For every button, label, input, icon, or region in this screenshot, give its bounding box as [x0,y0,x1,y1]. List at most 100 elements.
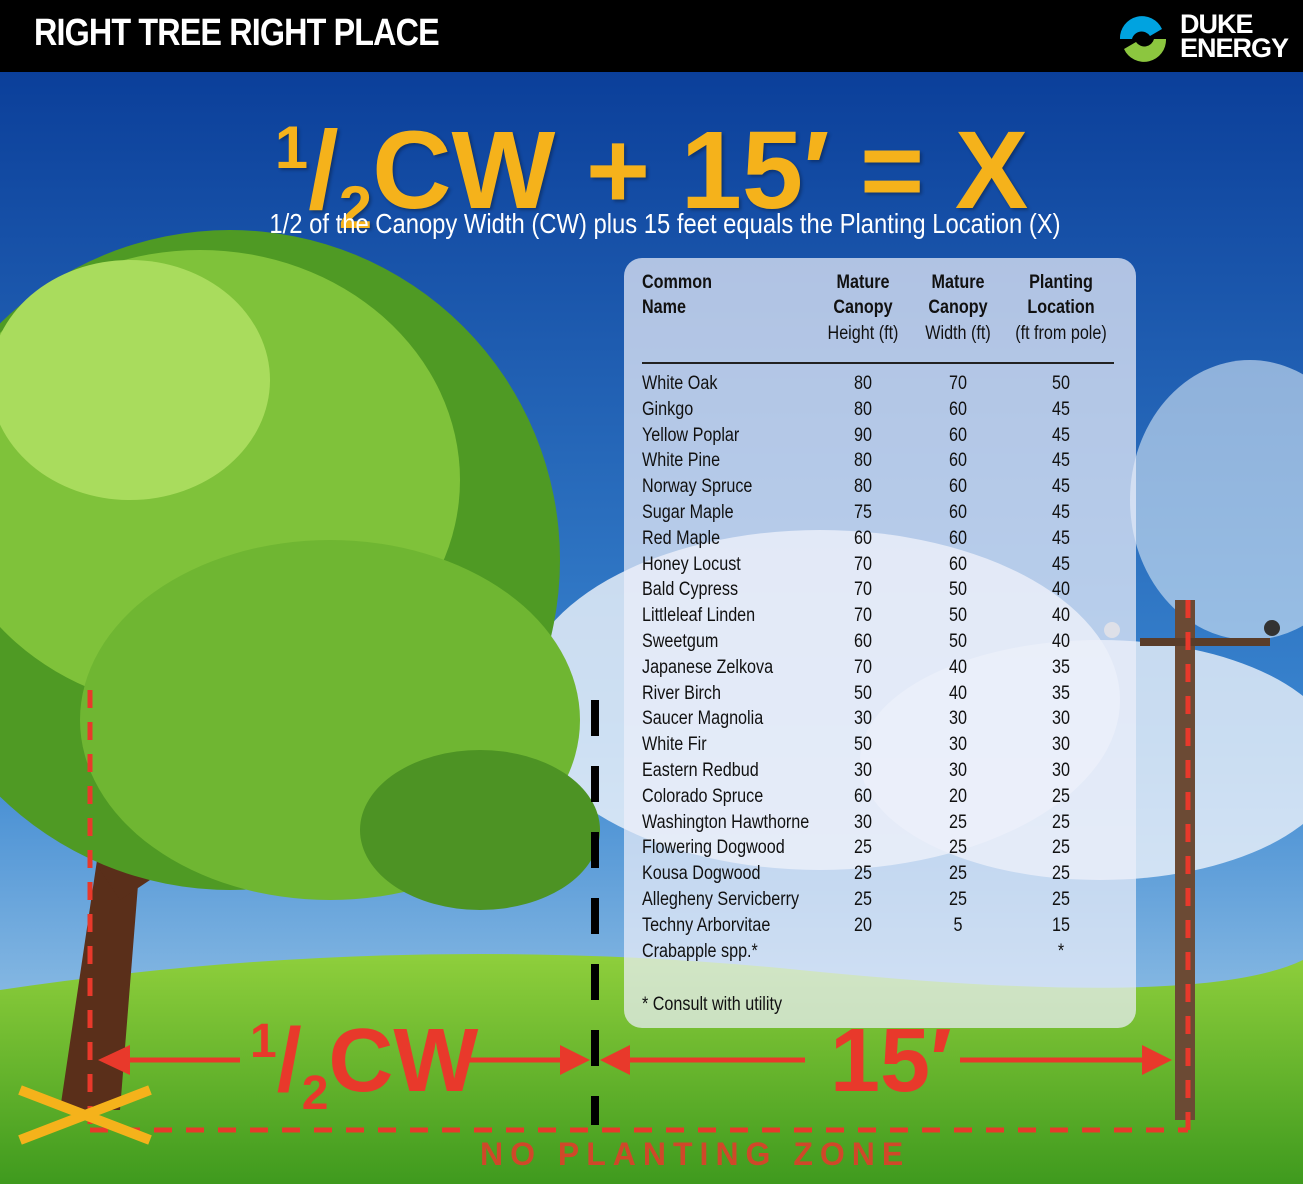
table-value: 45 [1027,450,1095,472]
table-value: 70 [829,579,897,601]
column-header: Common [642,270,712,295]
table-value: 40 [1027,605,1095,627]
table-value: 45 [1027,528,1095,550]
tree-name: Flowering Dogwood [642,837,785,859]
tree-name: Saucer Magnolia [642,708,763,730]
table-value: 50 [829,734,897,756]
table-value: 30 [924,708,992,730]
table-value: 40 [924,657,992,679]
half-num: 1 [250,1015,277,1068]
tree-name: Littleleaf Linden [642,605,755,627]
table-value: 45 [1027,554,1095,576]
table-value: 60 [924,528,992,550]
column-header: Canopy [812,295,914,320]
table-value: 25 [1027,837,1095,859]
tree-name: White Pine [642,450,720,472]
table-value: 30 [829,812,897,834]
table-value: 25 [1027,889,1095,911]
table-value: 30 [1027,708,1095,730]
table-value: 45 [1027,502,1095,524]
table-value: 25 [829,889,897,911]
table-value: 60 [829,528,897,550]
table-value: 25 [924,863,992,885]
table-value: 30 [1027,760,1095,782]
table-value: 40 [1027,579,1095,601]
table-value: 60 [924,425,992,447]
zone-label: NO PLANTING ZONE [480,1136,910,1173]
table-value: 45 [1027,399,1095,421]
table-value: 70 [829,605,897,627]
table-value: 20 [924,786,992,808]
table-value: 80 [829,399,897,421]
table-value: 25 [1027,812,1095,834]
subtitle: 1/2 of the Canopy Width (CW) plus 15 fee… [100,208,1231,240]
tree-name: Yellow Poplar [642,425,739,447]
tree-name: Kousa Dogwood [642,863,761,885]
header-rule [642,362,1114,364]
table-value: 30 [829,760,897,782]
table-value: 35 [1027,683,1095,705]
logo-text: ENERGY [1180,36,1288,60]
tree-name: Sugar Maple [642,502,734,524]
column-header: Mature [907,270,1009,295]
table-value: 60 [829,786,897,808]
table-value: 40 [1027,631,1095,653]
half-cw-label: 1/2CW [250,1010,478,1121]
table-value: 5 [924,915,992,937]
table-value: 70 [924,373,992,395]
column-header: Name [642,295,686,320]
table-value: 30 [1027,734,1095,756]
tree-name: Crabapple spp.* [642,941,758,963]
table-value: 35 [1027,657,1095,679]
logo-icon [1112,14,1174,64]
tree-name: Eastern Redbud [642,760,759,782]
formula: 1/2CW + 15′ = X [0,88,1303,268]
table-value: 25 [829,837,897,859]
title: RIGHT TREE RIGHT PLACE [34,12,439,55]
table-value: 75 [829,502,897,524]
tree-name: Bald Cypress [642,579,738,601]
table-value: 25 [1027,786,1095,808]
table-value: 25 [829,863,897,885]
table-value: 50 [924,579,992,601]
column-unit: (ft from pole) [1010,323,1112,345]
tree-name: River Birch [642,683,721,705]
tree-name: Honey Locust [642,554,741,576]
column-unit: Width (ft) [907,323,1009,345]
table-value: 30 [924,734,992,756]
table-value: 70 [829,554,897,576]
table-value: 30 [829,708,897,730]
half-text: CW [328,1011,478,1111]
tree-name: Colorado Spruce [642,786,763,808]
table-value: 30 [924,760,992,782]
column-header: Planting [1010,270,1112,295]
distance-label: 15′ [830,1010,952,1113]
table-value: 90 [829,425,897,447]
tree-name: Norway Spruce [642,476,752,498]
tree-name: Japanese Zelkova [642,657,773,679]
column-header: Canopy [907,295,1009,320]
column-header: Mature [812,270,914,295]
table-value: 50 [1027,373,1095,395]
table-value: * [1027,941,1095,963]
table-value: 20 [829,915,897,937]
tree-name: Washington Hawthorne [642,812,809,834]
logo: DUKE ENERGY [1180,12,1288,60]
table-value: 60 [924,502,992,524]
table-value: 60 [924,450,992,472]
table-value: 50 [924,631,992,653]
table-value: 40 [924,683,992,705]
half-den: 2 [302,1067,329,1120]
table-value: 60 [924,399,992,421]
footnote: * Consult with utility [642,994,782,1016]
table-value: 80 [829,476,897,498]
tree-name: Red Maple [642,528,720,550]
table-value: 50 [829,683,897,705]
table-value: 70 [829,657,897,679]
table-value: 80 [829,373,897,395]
table-value: 80 [829,450,897,472]
infographic: RIGHT TREE RIGHT PLACE DUKE ENERGY 1/2CW… [0,0,1303,1184]
table-value: 60 [924,476,992,498]
table-value: 25 [924,812,992,834]
tree-name: White Fir [642,734,707,756]
